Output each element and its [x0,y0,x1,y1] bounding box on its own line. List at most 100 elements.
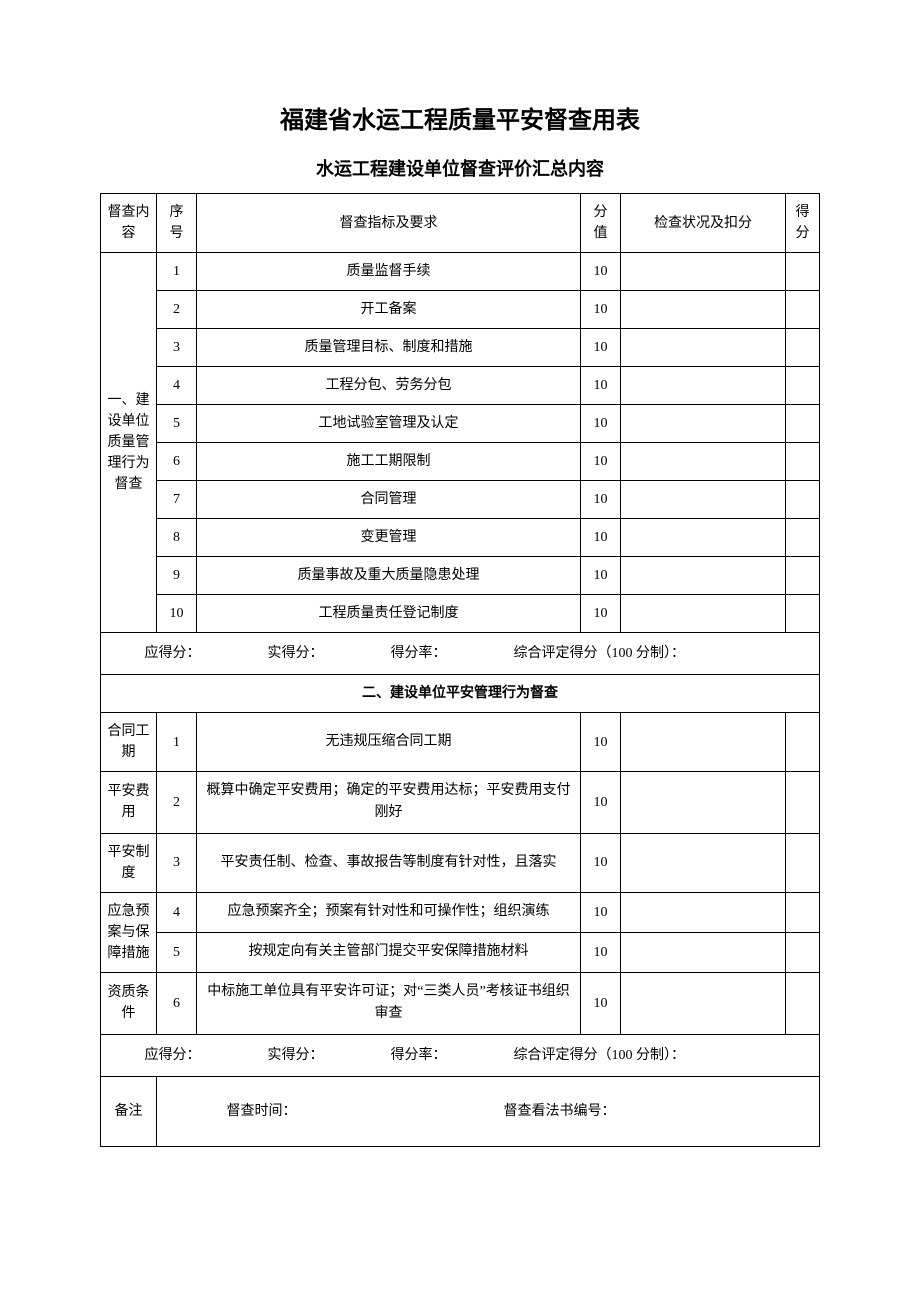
cell-category: 合同工期 [101,713,157,772]
cell-score: 10 [581,557,621,595]
summary-s4: 综合评定得分（100 分制）： [514,1048,686,1063]
table-row: 平安费用 2 概算中确定平安费用；确定的平安费用达标；平安费用支付刚好 10 [101,772,820,834]
cell-seq: 7 [157,481,197,519]
cell-score: 10 [581,329,621,367]
cell-req: 工程分包、劳务分包 [197,367,581,405]
cell-check [621,329,786,367]
cell-req: 质量管理目标、制度和措施 [197,329,581,367]
cell-req: 开工备案 [197,291,581,329]
cell-seq: 5 [157,932,197,972]
summary-s4: 综合评定得分（100 分制）： [514,646,686,661]
cell-check [621,367,786,405]
cell-seq: 2 [157,772,197,834]
cell-check [621,972,786,1034]
cell-req: 按规定向有关主管部门提交平安保障措施材料 [197,932,581,972]
cell-check [621,713,786,772]
cell-check [621,595,786,633]
cell-score: 10 [581,932,621,972]
cell-seq: 8 [157,519,197,557]
cell-category: 平安费用 [101,772,157,834]
cell-score: 10 [581,443,621,481]
summary-cell: 应得分： 实得分： 得分率： 综合评定得分（100 分制）： [101,633,820,675]
summary-s3: 得分率： [391,646,447,661]
summary-cell: 应得分： 实得分： 得分率： 综合评定得分（100 分制）： [101,1034,820,1076]
header-row: 督查内容 序号 督查指标及要求 分值 检查状况及扣分 得分 [101,194,820,253]
cell-got [786,291,820,329]
cell-seq: 3 [157,833,197,892]
cell-got [786,595,820,633]
cell-req: 工程质量责任登记制度 [197,595,581,633]
cell-seq: 4 [157,892,197,932]
cell-score: 10 [581,253,621,291]
cell-category: 应急预案与保障措施 [101,892,157,972]
cell-got [786,405,820,443]
cell-got [786,892,820,932]
cell-got [786,557,820,595]
cell-req: 质量事故及重大质量隐患处理 [197,557,581,595]
cell-check [621,557,786,595]
cell-seq: 9 [157,557,197,595]
header-category: 督查内容 [101,194,157,253]
cell-req: 变更管理 [197,519,581,557]
cell-seq: 1 [157,713,197,772]
cell-check [621,443,786,481]
cell-req: 质量监督手续 [197,253,581,291]
cell-got [786,253,820,291]
cell-req: 平安责任制、检查、事故报告等制度有针对性，且落实 [197,833,581,892]
table-row: 平安制度 3 平安责任制、检查、事故报告等制度有针对性，且落实 10 [101,833,820,892]
table-row: 6 施工工期限制 10 [101,443,820,481]
cell-req: 工地试验室管理及认定 [197,405,581,443]
remark-label: 备注 [101,1076,157,1146]
cell-check [621,405,786,443]
cell-got [786,519,820,557]
header-score: 分值 [581,194,621,253]
cell-score: 10 [581,291,621,329]
cell-check [621,291,786,329]
cell-score: 10 [581,595,621,633]
table-row: 8 变更管理 10 [101,519,820,557]
cell-seq: 5 [157,405,197,443]
table-row: 2 开工备案 10 [101,291,820,329]
summary-s2: 实得分： [268,1048,324,1063]
cell-seq: 1 [157,253,197,291]
cell-score: 10 [581,481,621,519]
header-requirement: 督查指标及要求 [197,194,581,253]
cell-seq: 4 [157,367,197,405]
cell-check [621,892,786,932]
cell-req: 无违规压缩合同工期 [197,713,581,772]
cell-category: 资质条件 [101,972,157,1034]
table-row: 5 按规定向有关主管部门提交平安保障措施材料 10 [101,932,820,972]
cell-check [621,253,786,291]
summary-s1: 应得分： [145,1048,201,1063]
remark-row: 备注 督查时间： 督查看法书编号： [101,1076,820,1146]
cell-req: 概算中确定平安费用；确定的平安费用达标；平安费用支付刚好 [197,772,581,834]
cell-score: 10 [581,713,621,772]
table-row: 10 工程质量责任登记制度 10 [101,595,820,633]
cell-check [621,519,786,557]
summary-s1: 应得分： [145,646,201,661]
cell-score: 10 [581,972,621,1034]
cell-score: 10 [581,772,621,834]
remark-content: 督查时间： 督查看法书编号： [157,1076,820,1146]
section2-header: 二、建设单位平安管理行为督查 [101,675,820,713]
section2-header-row: 二、建设单位平安管理行为督查 [101,675,820,713]
header-got: 得分 [786,194,820,253]
cell-req: 应急预案齐全；预案有针对性和可操作性；组织演练 [197,892,581,932]
section1-category: 一、建设单位质量管理行为督查 [101,253,157,633]
cell-got [786,972,820,1034]
remark-docno: 督查看法书编号： [504,1104,616,1119]
cell-check [621,932,786,972]
table-row: 3 质量管理目标、制度和措施 10 [101,329,820,367]
cell-got [786,932,820,972]
header-check: 检查状况及扣分 [621,194,786,253]
cell-score: 10 [581,405,621,443]
table-row: 5 工地试验室管理及认定 10 [101,405,820,443]
cell-seq: 6 [157,443,197,481]
cell-score: 10 [581,892,621,932]
table-row: 合同工期 1 无违规压缩合同工期 10 [101,713,820,772]
cell-score: 10 [581,519,621,557]
remark-time: 督查时间： [227,1104,297,1119]
cell-got [786,329,820,367]
header-seq: 序号 [157,194,197,253]
cell-got [786,833,820,892]
